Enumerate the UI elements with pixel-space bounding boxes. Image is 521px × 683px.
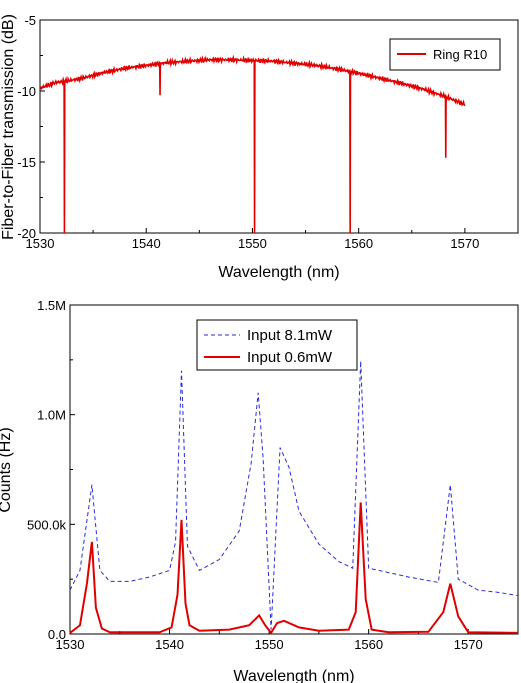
transmission-x-tick-label: 1540 [132, 236, 161, 251]
transmission-x-tick-label: 1570 [450, 236, 479, 251]
counts-x-tick-label: 1530 [56, 637, 85, 652]
transmission-x-ticks: 1530 1540 1550 1560 1570 [26, 228, 479, 251]
counts-legend-box [196, 319, 358, 371]
counts-legend-label-1: Input 8.1mW [247, 327, 333, 344]
series-line-input-0-6mw [69, 502, 519, 635]
transmission-y-axis-label: Fiber-to-Fiber transmission (dB) [0, 14, 17, 240]
counts-x-axis-label: Wavelength (nm) [233, 668, 354, 683]
counts-x-tick-label: 1560 [354, 637, 383, 652]
transmission-y-tick-label: -15 [17, 155, 36, 170]
counts-y-tick-label: 1.5M [37, 298, 66, 313]
counts-chart: 1530 1540 1550 1560 1570 0.0 500.0k 1.0M 1.5M W… [0, 298, 519, 683]
counts-y-tick-label: 500.0k [27, 517, 67, 532]
transmission-y-tick-label: -10 [17, 84, 36, 99]
transmission-y-tick-label: -20 [17, 226, 36, 241]
series-line-input-8-1mw [69, 360, 519, 630]
counts-legend: Input 8.1mW Input 0.6mW [196, 319, 358, 371]
transmission-x-tick-label: 1530 [26, 236, 55, 251]
transmission-y-ticks: -20 -15 -10 -5 [17, 13, 45, 241]
counts-y-axis-label: Counts (Hz) [0, 427, 14, 512]
counts-y-tick-label: 1.0M [37, 408, 66, 423]
counts-y-ticks: 0.0 500.0k 1.0M 1.5M [27, 298, 75, 642]
series-line-ring-r10 [39, 54, 466, 234]
transmission-x-axis-label: Wavelength (nm) [218, 264, 339, 281]
counts-x-tick-label: 1540 [155, 637, 184, 652]
transmission-y-tick-label: -5 [24, 13, 36, 28]
counts-x-tick-label: 1550 [255, 637, 284, 652]
transmission-legend: Ring R10 [389, 38, 501, 71]
counts-x-ticks: 1530 1540 1550 1560 1570 [56, 629, 483, 652]
transmission-chart: 1530 1540 1550 1560 1570 -20 -15 -10 -5 Wavelen… [0, 13, 519, 281]
counts-y-tick-label: 0.0 [48, 627, 66, 642]
transmission-x-tick-label: 1560 [344, 236, 373, 251]
counts-x-tick-label: 1570 [454, 637, 483, 652]
transmission-series [39, 54, 466, 234]
transmission-legend-label: Ring R10 [433, 47, 487, 62]
counts-series [69, 360, 519, 635]
counts-legend-label-2: Input 0.6mW [247, 349, 333, 366]
transmission-x-tick-label: 1550 [238, 236, 267, 251]
